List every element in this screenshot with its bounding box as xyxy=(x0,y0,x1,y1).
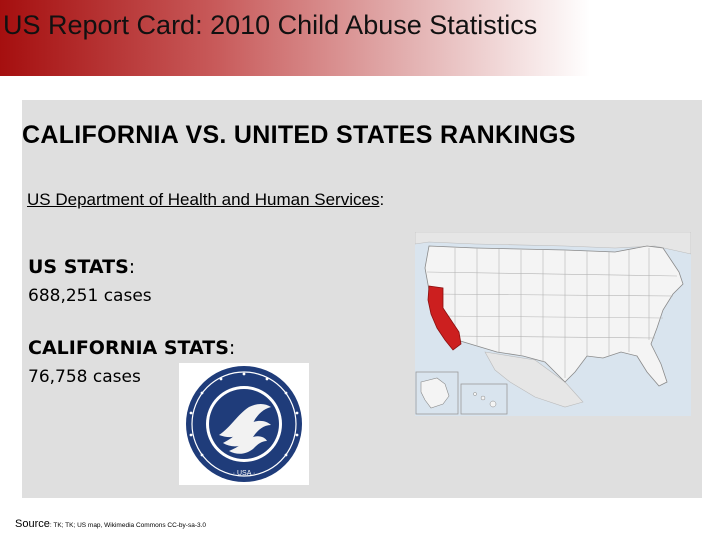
section-heading: CALIFORNIA VS. UNITED STATES RANKINGS xyxy=(22,121,576,149)
hhs-seal-image: · USA · xyxy=(179,363,309,485)
us-stats-colon: : xyxy=(128,256,136,278)
source-label: Source xyxy=(15,518,50,530)
us-map-image xyxy=(414,231,692,416)
agency-colon: : xyxy=(379,190,385,209)
agency-link[interactable]: US Department of Health and Human Servic… xyxy=(27,190,380,209)
ca-stats-colon: : xyxy=(228,337,236,359)
source-footer: Source: TK; TK; US map, Wikimedia Common… xyxy=(15,518,206,530)
agency-line: US Department of Health and Human Servic… xyxy=(27,190,384,210)
us-map-icon xyxy=(414,231,692,416)
ca-stats-label-text: CALIFORNIA STATS xyxy=(28,337,229,359)
ca-stats-value: 76,758 cases xyxy=(28,367,141,387)
hhs-seal-icon: · USA · xyxy=(186,366,302,482)
us-stats-label-text: US STATS xyxy=(28,256,129,278)
svg-text:· USA ·: · USA · xyxy=(233,470,256,477)
slide-title: US Report Card: 2010 Child Abuse Statist… xyxy=(3,10,538,40)
us-stats-value: 688,251 cases xyxy=(28,286,152,306)
source-text: : TK; TK; US map, Wikimedia Commons CC-b… xyxy=(49,522,207,529)
title-banner xyxy=(0,0,720,76)
us-stats-label: US STATS: xyxy=(28,256,135,278)
ca-stats-label: CALIFORNIA STATS: xyxy=(28,337,235,359)
